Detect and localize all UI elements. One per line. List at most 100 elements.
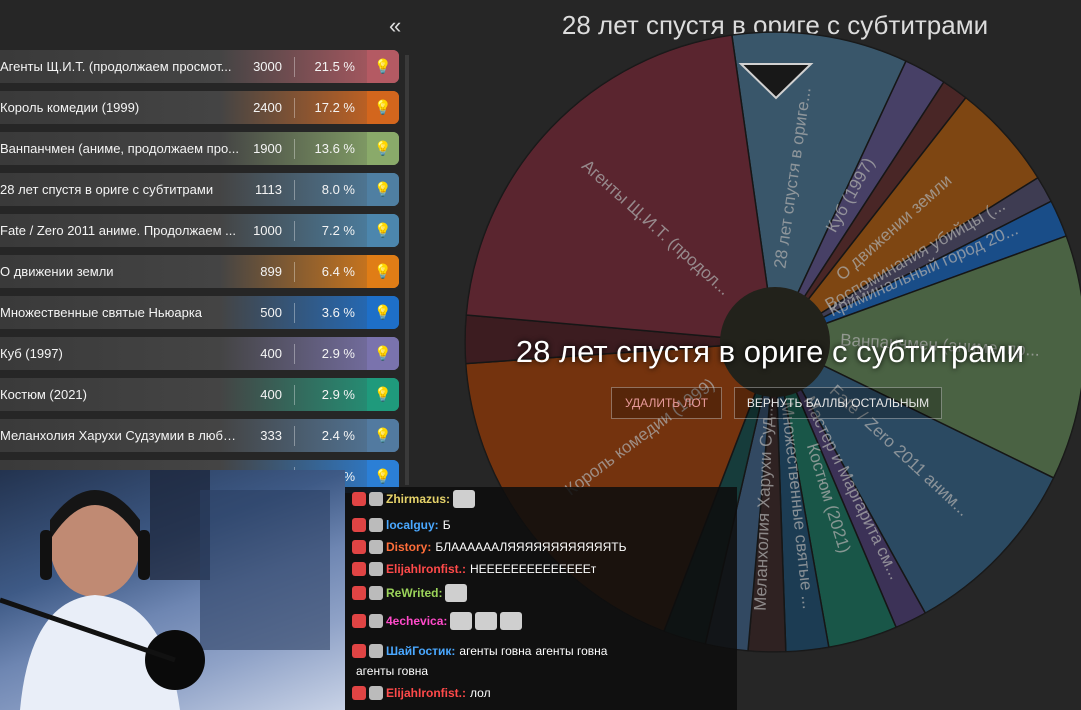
chat-message: ReWrited: [352, 583, 468, 603]
lightbulb-icon[interactable]: 💡 [367, 337, 399, 370]
wheel-sector [773, 235, 1081, 479]
lot-percent: % [343, 469, 355, 484]
lot-amount: 400 [260, 387, 282, 402]
lot-divider [294, 425, 295, 446]
chat-message: 4echevica: [352, 611, 523, 631]
chat-badge-icon [369, 586, 383, 600]
wheel-pointer [738, 63, 814, 100]
lot-percent: 6.4 % [321, 264, 355, 279]
emote-icon [453, 490, 476, 508]
lot-row[interactable]: Куб (1997) 400 2.9 % 💡 [0, 337, 399, 370]
chat-text: агенты говна [459, 644, 532, 658]
lot-divider [294, 138, 295, 159]
streamer-figure [0, 470, 330, 710]
chat-badge-icon [369, 492, 383, 506]
lot-row[interactable]: Множественные святые Ньюарка 500 3.6 % 💡 [0, 296, 399, 329]
chat-message: агенты говна [352, 661, 428, 681]
lot-row[interactable]: Ванпанчмен (аниме, продолжаем про... 1900… [0, 132, 399, 165]
chat-badge-icon [369, 686, 383, 700]
lot-percent: 2.9 % [321, 387, 355, 402]
chat-username[interactable]: ReWrited: [386, 586, 443, 600]
lightbulb-icon[interactable]: 💡 [367, 132, 399, 165]
chat-badge-icon [369, 644, 383, 658]
chat-message: localguy: Б [352, 515, 451, 535]
emote-icon [500, 612, 523, 630]
lot-row[interactable]: Король комедии (1999) 2400 17.2 % 💡 [0, 91, 399, 124]
chat-text: лол [470, 686, 491, 700]
lightbulb-icon[interactable]: 💡 [367, 173, 399, 206]
lot-row[interactable]: Меланхолия Харухи Судзумии в любой... 333… [0, 419, 399, 452]
lot-row[interactable]: Костюм (2021) 400 2.9 % 💡 [0, 378, 399, 411]
lightbulb-icon[interactable]: 💡 [367, 419, 399, 452]
chat-badge-icon [369, 562, 383, 576]
lot-divider [294, 261, 295, 282]
chat-username[interactable]: Zhirmazus: [386, 492, 451, 506]
chat-badge-icon [352, 686, 366, 700]
chat-message: ШайГостик: агенты говна агенты говна [352, 641, 607, 661]
chat-username[interactable]: ШайГостик: [386, 644, 456, 658]
winner-text: 28 лет спустя в ориге с субтитрами [515, 334, 1025, 369]
chat-badge-icon [352, 644, 366, 658]
lot-amount: 400 [260, 346, 282, 361]
lot-divider [294, 384, 295, 405]
chat-badge-icon [352, 540, 366, 554]
lightbulb-icon[interactable]: 💡 [367, 255, 399, 288]
lot-row[interactable]: Агенты Щ.И.Т. (продолжаем просмот... 3000… [0, 50, 399, 83]
lot-row[interactable]: Fate / Zero 2011 аниме. Продолжаем ... 10… [0, 214, 399, 247]
lot-percent: 17.2 % [314, 100, 355, 115]
lot-percent: 3.6 % [321, 305, 355, 320]
wheel-sector [731, 31, 908, 345]
lot-amount: 1000 [253, 223, 282, 238]
chat-username[interactable]: ElijahIronfist.: [386, 562, 467, 576]
lot-amount: 1900 [253, 141, 282, 156]
chat-badge-icon [352, 518, 366, 532]
chat-message: ElijahIronfist.: лол [352, 683, 491, 703]
lightbulb-icon[interactable]: 💡 [367, 378, 399, 411]
chat-message: ElijahIronfist.: НЕЕЕЕЕЕЕЕЕЕЕЕЕЕт [352, 559, 596, 579]
lightbulb-icon[interactable]: 💡 [367, 296, 399, 329]
chat-badge-icon [369, 518, 383, 532]
lot-amount: 2400 [253, 100, 282, 115]
delete-lot-button[interactable]: УДАЛИТЬ ЛОТ [611, 387, 722, 419]
webcam-feed [0, 470, 345, 710]
chat-username[interactable]: ElijahIronfist.: [386, 686, 467, 700]
lightbulb-icon[interactable]: 💡 [367, 214, 399, 247]
lot-row[interactable]: О движении земли 899 6.4 % 💡 [0, 255, 399, 288]
chat-text: агенты говна [535, 644, 608, 658]
lot-amount: 333 [260, 428, 282, 443]
chat-badge-icon [352, 586, 366, 600]
lot-percent: 8.0 % [321, 182, 355, 197]
lightbulb-icon[interactable]: 💡 [367, 91, 399, 124]
chat-badge-icon [369, 540, 383, 554]
chat-username[interactable]: 4echevica: [386, 614, 448, 628]
chat-text: агенты говна [356, 664, 429, 678]
list-scrollbar[interactable] [405, 55, 409, 485]
chat-username[interactable]: localguy: [386, 518, 439, 532]
chat-badge-icon [352, 614, 366, 628]
lot-amount: 500 [260, 305, 282, 320]
chat-message: Zhirmazus: [352, 489, 476, 509]
emote-icon [450, 612, 473, 630]
lightbulb-icon[interactable]: 💡 [367, 50, 399, 83]
return-points-button[interactable]: ВЕРНУТЬ БАЛЛЫ ОСТАЛЬНЫМ [734, 387, 942, 419]
chat-text: Б [442, 518, 451, 532]
wheel-sector [465, 34, 776, 343]
lot-amount: 3000 [253, 59, 282, 74]
chat-badge-icon [352, 562, 366, 576]
collapse-button[interactable]: « [389, 13, 402, 38]
lot-row[interactable]: 28 лет спустя в ориге с субтитрами 1113 8.… [0, 173, 399, 206]
chat-text: БЛААААААЛЯЯЯЯЯЯЯЯЯЯЯЯТЬ [435, 540, 627, 554]
lot-divider [294, 56, 295, 77]
chat-text: НЕЕЕЕЕЕЕЕЕЕЕЕЕЕт [470, 562, 597, 576]
lot-percent: 2.9 % [321, 346, 355, 361]
lot-divider [294, 343, 295, 364]
wheel-sector [773, 340, 1055, 615]
chat-username[interactable]: Distory: [386, 540, 432, 554]
lot-divider [294, 97, 295, 118]
lot-percent: 21.5 % [314, 59, 355, 74]
chat-badge-icon [369, 614, 383, 628]
chat-message: Distory: БЛААААААЛЯЯЯЯЯЯЯЯЯЯЯЯТЬ [352, 537, 626, 557]
lot-amount: 899 [260, 264, 282, 279]
lot-divider [294, 302, 295, 323]
lot-percent: 2.4 % [321, 428, 355, 443]
